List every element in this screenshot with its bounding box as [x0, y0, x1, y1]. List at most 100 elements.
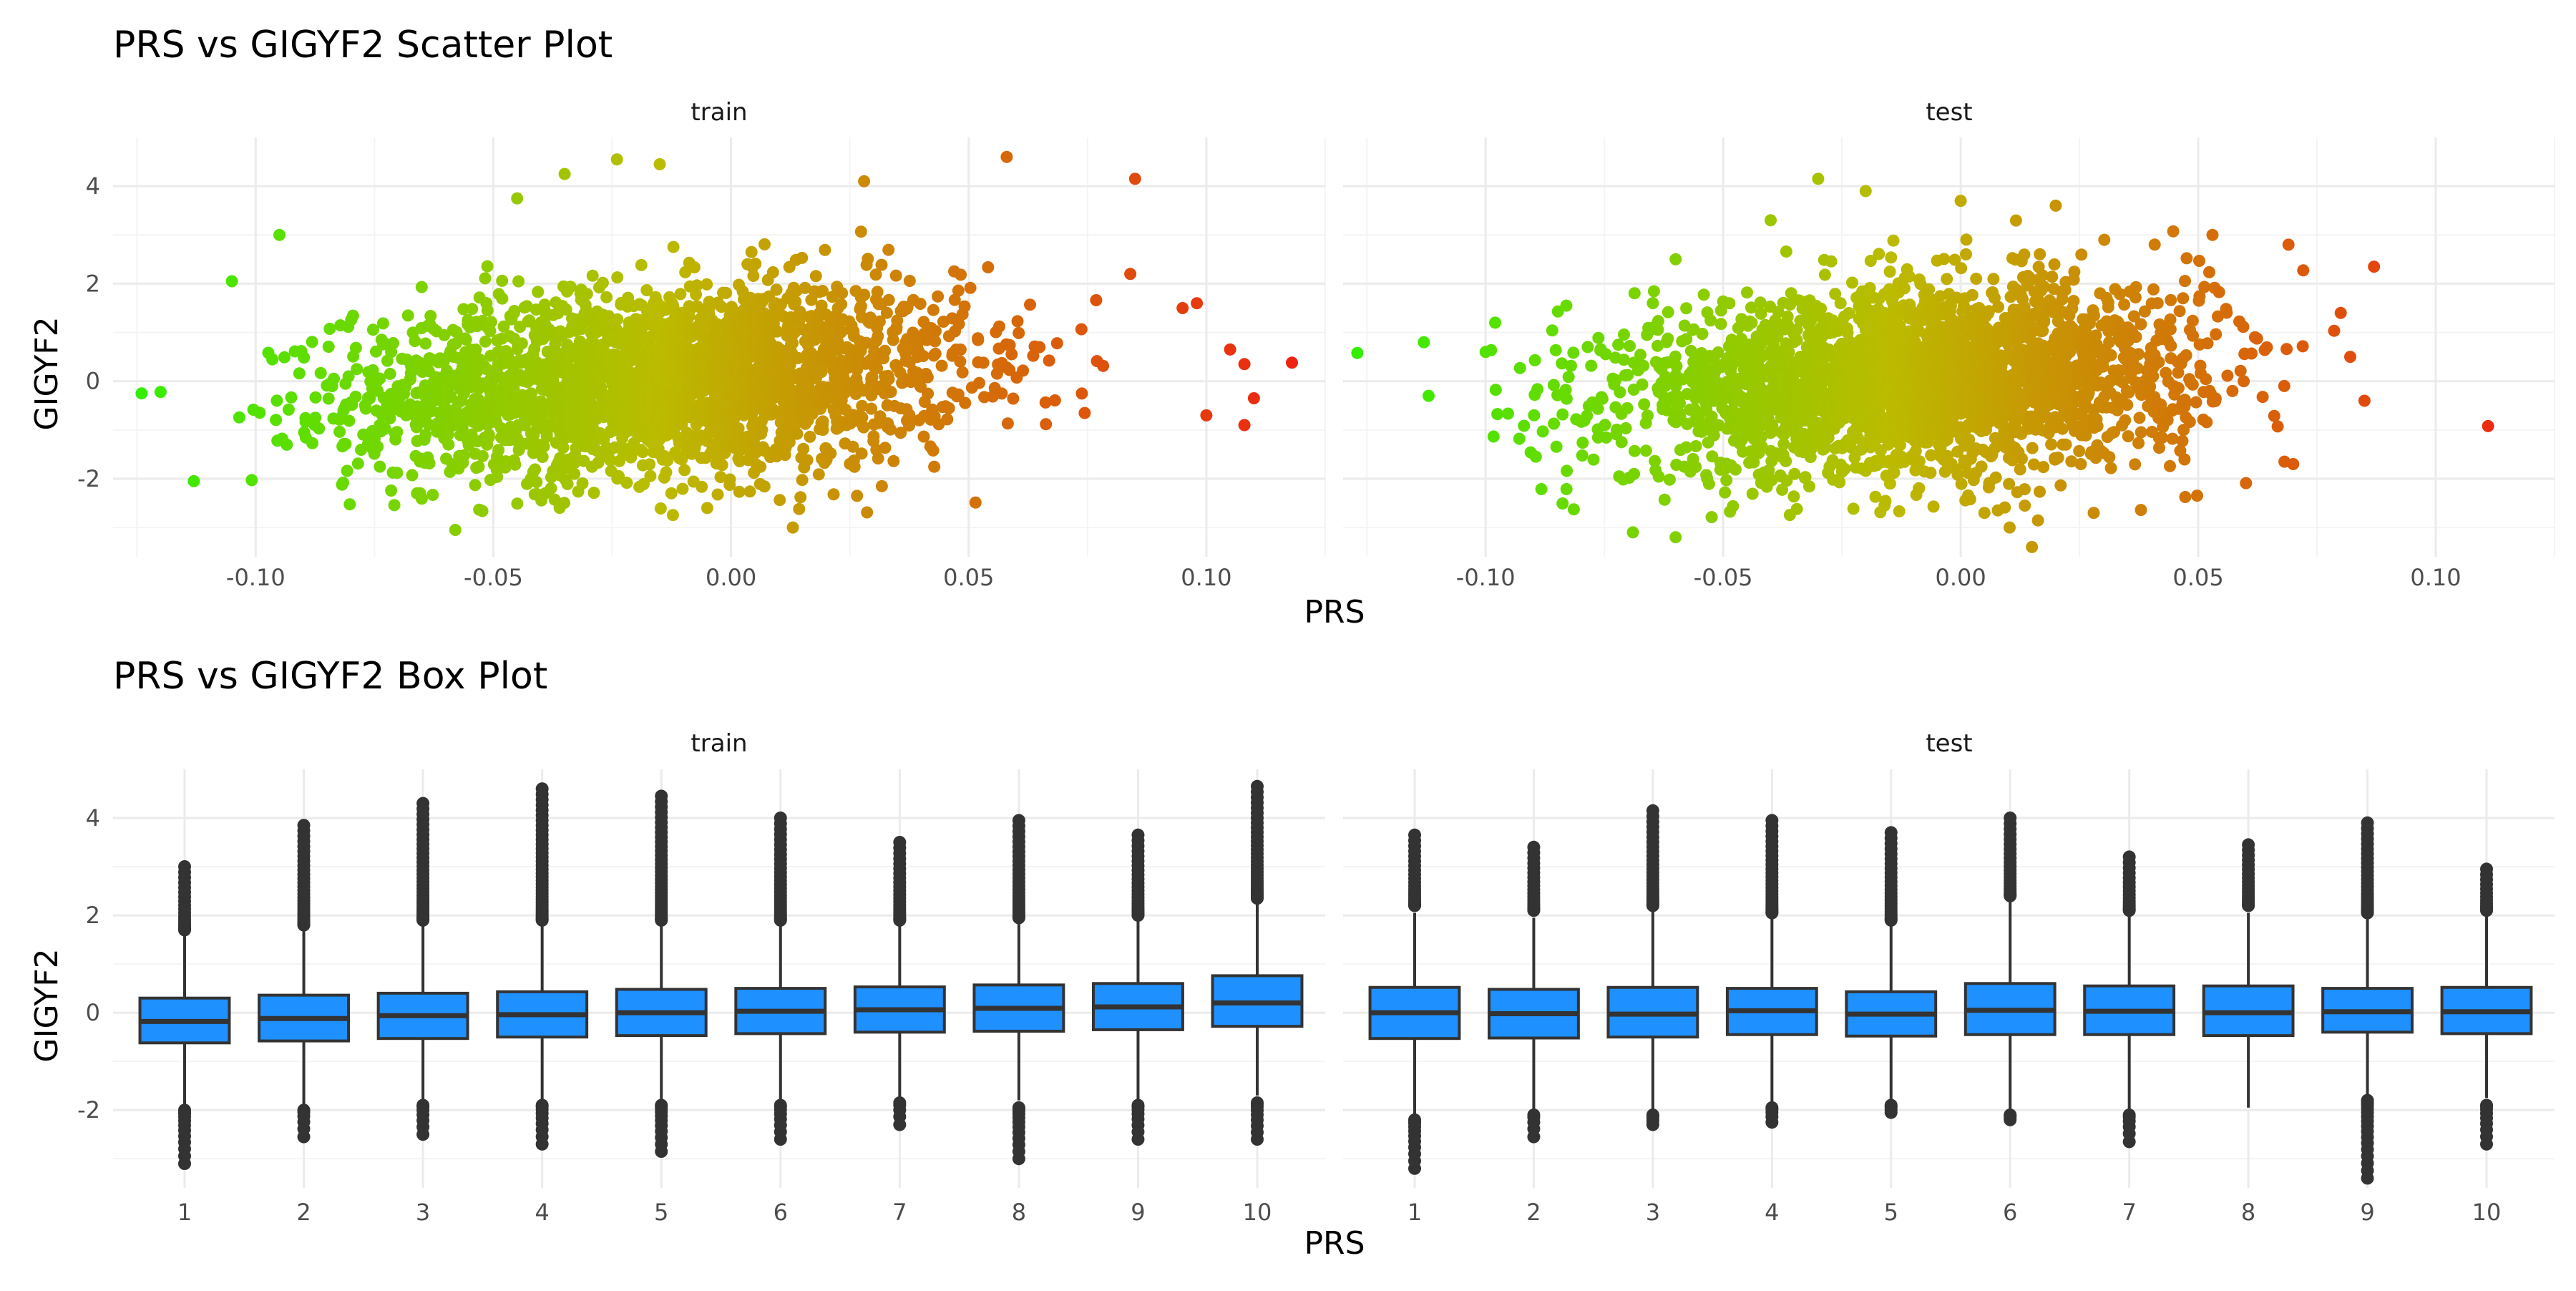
x-tick-label: 0.10	[1181, 564, 1231, 591]
scatter-point	[1636, 379, 1649, 391]
scatter-point	[1698, 288, 1710, 301]
scatter-point	[904, 275, 916, 287]
scatter-point	[882, 244, 894, 256]
scatter-point	[678, 464, 691, 476]
scatter-point	[1659, 494, 1671, 506]
scatter-point	[930, 348, 942, 360]
scatter-point	[270, 394, 283, 406]
scatter-point	[155, 386, 167, 398]
scatter-point	[957, 366, 969, 379]
scatter-point	[851, 489, 863, 502]
y-tick-label: 0	[86, 368, 100, 395]
scatter-point	[2034, 248, 2046, 260]
scatter-point	[2032, 515, 2044, 527]
scatter-point	[858, 175, 870, 187]
scatter-point	[887, 455, 899, 467]
scatter-point	[796, 252, 808, 264]
scatter-point	[226, 276, 238, 288]
scatter-point	[668, 241, 680, 253]
scatter-point	[1124, 268, 1136, 280]
scatter-point	[492, 444, 504, 456]
scatter-point	[286, 391, 298, 404]
scatter-point	[1780, 245, 1792, 258]
scatter-point	[1565, 360, 1577, 372]
scatter-point	[340, 438, 352, 450]
scatter-point	[977, 356, 990, 369]
scatter-point	[932, 291, 944, 303]
scatter-point	[385, 484, 397, 497]
scatter-point	[351, 363, 363, 375]
scatter-point	[309, 411, 321, 424]
scatter-point	[1979, 507, 1991, 519]
scatter-point	[1928, 500, 1940, 512]
scatter-point	[1000, 151, 1013, 163]
scatter-point	[1502, 408, 1514, 420]
scatter-point	[426, 489, 439, 501]
scatter-point	[810, 270, 822, 282]
scatter-point	[1017, 364, 1029, 376]
scatter-point	[1924, 467, 1936, 479]
scatter-point	[1488, 431, 1500, 443]
scatter-point	[970, 497, 982, 509]
scatter-point	[532, 286, 544, 298]
scatter-point	[565, 281, 577, 293]
scatter-point	[328, 373, 340, 385]
scatter-point	[2026, 541, 2038, 553]
scatter-point	[1873, 248, 1885, 260]
scatter-point	[1669, 253, 1682, 265]
scatter-point	[389, 499, 401, 511]
scatter-point	[733, 486, 746, 498]
scatter-point	[1007, 393, 1019, 405]
scatter-point	[1024, 298, 1036, 311]
scatter-point	[867, 430, 879, 442]
scatter-point	[1002, 417, 1014, 429]
scatter-point	[917, 350, 930, 362]
scatter-point	[2068, 265, 2080, 278]
x-tick-label: -0.10	[226, 564, 286, 591]
scatter-point	[273, 229, 286, 241]
scatter-point	[1629, 445, 1641, 457]
scatter-point	[1662, 333, 1674, 345]
scatter-point	[187, 475, 200, 487]
scatter-point	[930, 325, 942, 337]
scatter-point	[828, 488, 840, 500]
scatter-point	[1518, 420, 1530, 432]
scatter-point	[2010, 215, 2022, 227]
scatter-point	[1550, 344, 1562, 356]
scatter-point	[530, 476, 542, 488]
scatter-point	[233, 411, 245, 424]
scatter-point	[1576, 437, 1589, 449]
scatter-point	[952, 285, 965, 297]
scatter-point	[1563, 371, 1575, 383]
scatter-point	[1791, 503, 1803, 515]
scatter-point	[1819, 442, 1831, 454]
scatter-point	[756, 424, 768, 436]
scatter-point	[887, 334, 899, 346]
scatter-point	[2049, 258, 2061, 271]
scatter-point	[511, 193, 523, 205]
scatter-point	[1351, 347, 1363, 359]
scatter-point	[341, 465, 353, 477]
scatter-point	[323, 341, 335, 353]
scatter-point	[1729, 464, 1742, 476]
scatter-point	[665, 487, 678, 500]
scatter-point	[836, 287, 848, 299]
scatter-point	[600, 291, 613, 303]
scatter-point	[701, 278, 713, 291]
scatter-point	[1490, 384, 1502, 396]
scatter-point	[643, 458, 655, 470]
scatter-point	[2026, 442, 2039, 454]
scatter-point	[406, 469, 419, 482]
scatter-point	[587, 270, 599, 282]
scatter-point	[796, 474, 809, 486]
scatter-point	[2052, 452, 2064, 464]
scatter-point	[1239, 419, 1251, 432]
scatter-point	[1576, 449, 1589, 462]
scatter-point	[1078, 407, 1091, 419]
scatter-point	[2054, 479, 2067, 492]
scatter-point	[2060, 439, 2072, 451]
y-tick-label: -2	[77, 465, 100, 492]
scatter-point	[733, 422, 745, 434]
scatter-point	[337, 477, 349, 489]
